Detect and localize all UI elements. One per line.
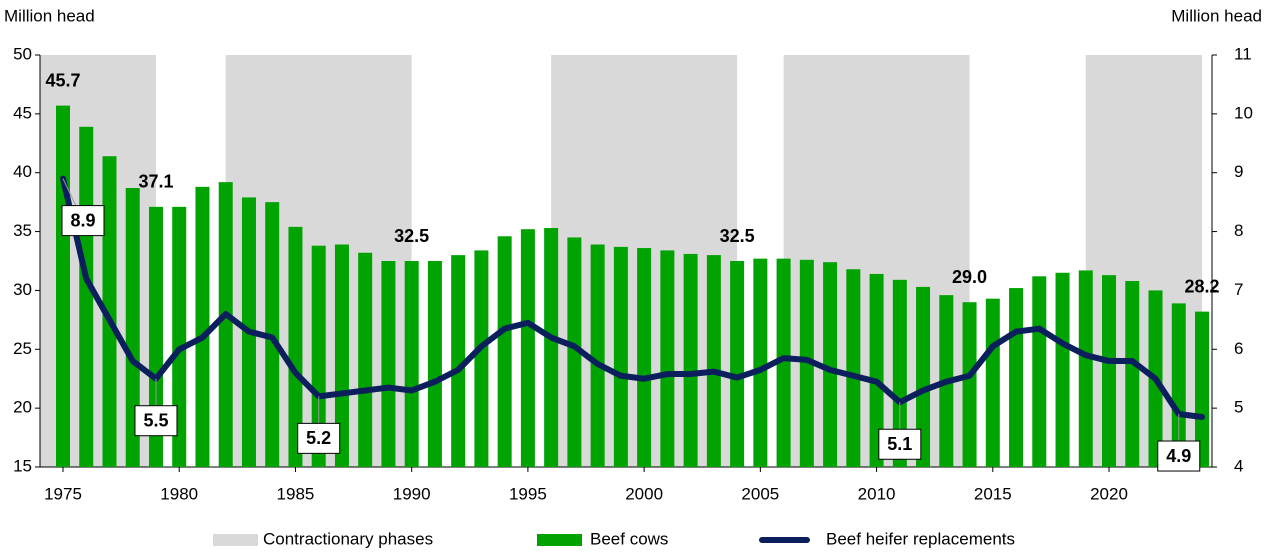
bar (544, 228, 559, 467)
bar-value-label: 32.5 (394, 226, 429, 246)
x-tick-label: 2005 (741, 484, 779, 503)
bar (358, 252, 373, 467)
bar (567, 237, 582, 467)
y-tick-label: 40 (13, 162, 32, 181)
bar (730, 261, 745, 467)
bar (985, 298, 1000, 467)
bar (381, 261, 396, 467)
y2-tick-label: 4 (1234, 456, 1243, 475)
legend-swatch (213, 534, 258, 546)
y-tick-label: 20 (13, 398, 32, 417)
x-tick-label: 1980 (160, 484, 198, 503)
y2-tick-label: 10 (1234, 103, 1253, 122)
bar (427, 261, 442, 467)
bar (776, 258, 791, 467)
label-box (134, 405, 178, 437)
bar-value-label: 37.1 (138, 172, 173, 192)
y-tick-label: 45 (13, 103, 32, 122)
bar (125, 188, 140, 467)
bar (1125, 281, 1140, 467)
y2-tick-label: 11 (1234, 44, 1252, 63)
y2-tick-label: 8 (1234, 221, 1243, 240)
bar (148, 206, 163, 467)
bar (172, 206, 187, 467)
bar (753, 258, 768, 467)
bar (590, 244, 605, 467)
y2-tick-label: 5 (1234, 398, 1243, 417)
y-axis-title: Million head (4, 6, 95, 25)
x-tick-label: 2000 (625, 484, 663, 503)
x-tick-label: 1985 (277, 484, 315, 503)
legend-label: Beef heifer replacements (826, 529, 1015, 548)
y-tick-label: 15 (13, 456, 32, 475)
label-box (61, 205, 105, 237)
bar (1078, 270, 1093, 467)
bar-value-label: 45.7 (45, 70, 80, 90)
bar (1009, 288, 1024, 467)
y2-axis-title: Million head (1171, 6, 1262, 25)
bar (334, 244, 349, 467)
bar-value-label: 28.2 (1184, 276, 1219, 296)
bar (195, 186, 210, 467)
line (60, 175, 1205, 420)
bar (79, 126, 94, 467)
bar (1195, 311, 1209, 467)
legend-label: Contractionary phases (263, 529, 433, 548)
line-value-label: 4.9 (1166, 446, 1191, 466)
bar (1102, 275, 1117, 467)
label-box (297, 422, 341, 454)
x-tick-label: 1995 (509, 484, 547, 503)
bar (683, 253, 698, 467)
y-tick-label: 35 (13, 221, 32, 240)
x-tick-label: 2010 (858, 484, 896, 503)
line-value-label: 5.1 (887, 434, 912, 454)
bar (451, 255, 466, 467)
y2-tick-label: 9 (1234, 162, 1243, 181)
y2-tick-label: 6 (1234, 339, 1243, 358)
bar (520, 229, 535, 467)
bar (474, 250, 489, 467)
bar (869, 273, 884, 467)
line-value-label: 5.5 (143, 410, 168, 430)
bar (799, 259, 814, 467)
bar (1032, 276, 1047, 467)
y2-tick-label: 7 (1234, 280, 1243, 299)
legend-label: Beef cows (590, 529, 668, 548)
line-value-label: 8.9 (70, 210, 95, 230)
bar (288, 226, 303, 467)
bar (660, 250, 675, 467)
bar (846, 269, 861, 467)
bar (892, 279, 907, 467)
bar (102, 156, 117, 467)
label-box (878, 428, 922, 460)
bar (1055, 272, 1070, 467)
bar (962, 302, 977, 467)
bar (823, 262, 838, 467)
bar (916, 286, 931, 467)
x-tick-label: 1990 (393, 484, 431, 503)
bar-value-label: 29.0 (952, 267, 987, 287)
y-tick-label: 25 (13, 339, 32, 358)
y-tick-label: 30 (13, 280, 32, 299)
bar (218, 182, 233, 468)
bar (613, 246, 628, 467)
bar (497, 236, 512, 467)
bar (311, 245, 326, 467)
y-tick-label: 50 (13, 44, 32, 63)
x-tick-label: 2020 (1090, 484, 1128, 503)
bar (404, 261, 419, 467)
bar-value-label: 32.5 (720, 226, 755, 246)
legend-swatch (537, 534, 582, 546)
x-tick-label: 2015 (974, 484, 1012, 503)
line-value-label: 5.2 (306, 428, 331, 448)
bar (56, 105, 70, 468)
bar (637, 248, 652, 467)
bar (1171, 303, 1186, 467)
x-tick-label: 1975 (44, 484, 82, 503)
bar (706, 255, 721, 467)
label-box (1157, 440, 1201, 472)
